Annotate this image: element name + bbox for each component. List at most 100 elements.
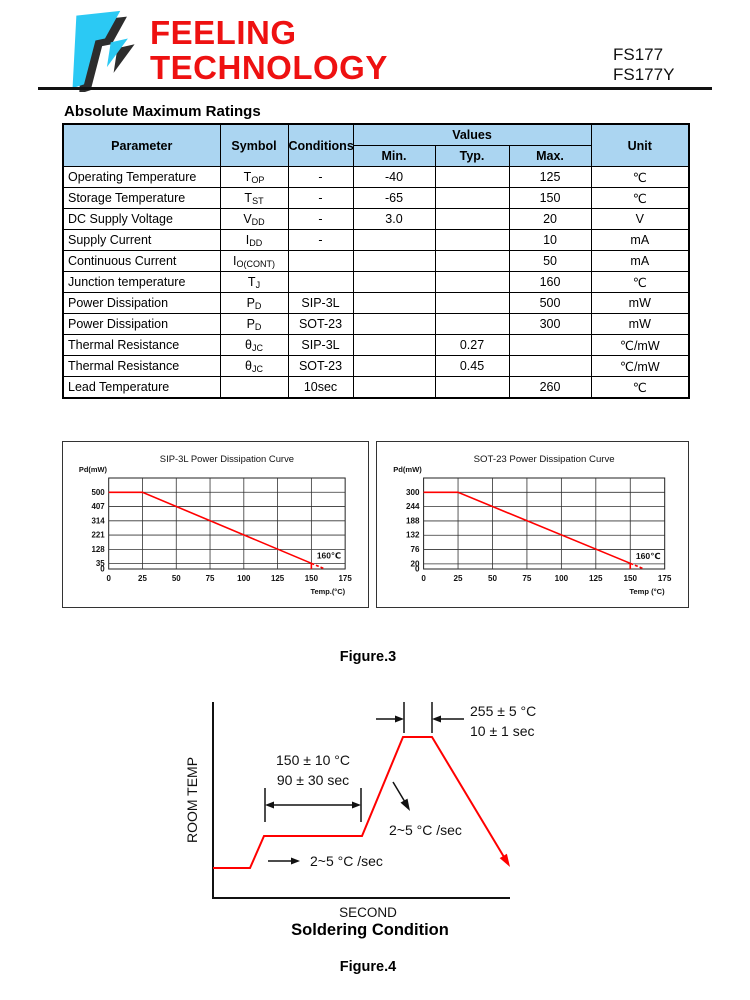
cell-typ [434,250,510,272]
table-row: Thermal Resistance θJC SIP-3L 0.27 ℃/mW [62,334,690,356]
cell-unit: ℃ [590,166,690,188]
cell-unit: ℃ [590,376,690,399]
cell-max [508,334,592,356]
cell-parameter: Operating Temperature [62,166,221,188]
table-row: Power Dissipation PD SOT-23 300 mW [62,313,690,335]
ramp-rate-upper-label: 2~5 °C /sec [389,822,462,838]
derating-line [423,491,631,565]
table-row: Continuous Current IO(CONT) 50 mA [62,250,690,272]
cell-conditions: - [287,187,354,209]
table-row: Supply Current IDD - 10 mA [62,229,690,251]
cell-symbol: TOP [219,166,289,188]
cell-symbol: VDD [219,208,289,230]
cell-typ [434,166,510,188]
y-tick-label: 128 [91,545,105,554]
cell-symbol: TJ [219,271,289,293]
cell-max: 300 [508,313,592,335]
reflow-profile-line [213,736,505,869]
cell-max: 160 [508,271,592,293]
table-row: Thermal Resistance θJC SOT-23 0.45 ℃/mW [62,355,690,377]
cell-symbol: IO(CONT) [219,250,289,272]
cell-unit: mA [590,229,690,251]
cell-typ [434,229,510,251]
table-row: DC Supply Voltage VDD -3.0 20 V [62,208,690,230]
x-tick-label: 25 [138,574,147,583]
cell-conditions [287,271,354,293]
cell-max: 260 [508,376,592,399]
cell-typ [434,271,510,293]
ramp-rate-lower-label: 2~5 °C /sec [310,853,383,869]
figure3-caption: Figure.3 [339,649,397,665]
y-tick-label: 188 [406,516,420,525]
cell-min [352,229,436,251]
cell-parameter: Junction temperature [62,271,221,293]
profile-end-arrowhead-icon [499,853,510,867]
sot23-dissipation-chart: 300 244 188 132 76 20 0 0 25 50 75 100 125 150 175 SOT-… [376,441,689,608]
y-tick-label: 0 [100,564,105,573]
ratings-table-body: Operating Temperature TOP - -40 125 ℃ Storage … [62,166,690,399]
chart-title: SIP-3L Power Dissipation Curve [160,454,294,465]
ramp-pointer-line [392,781,406,803]
plateau-time-label: 90 ± 30 sec [277,772,349,788]
cell-min [352,313,436,335]
x-tick-label: 100 [237,574,251,583]
cell-max: 50 [508,250,592,272]
y-tick-label: 20 [411,559,421,568]
x-tick-label: 125 [589,574,603,583]
y-tick-label: 35 [96,559,105,568]
x-tick-label: 100 [555,574,569,583]
cell-unit: ℃ [590,271,690,293]
y-tick-label: 221 [91,531,105,540]
cell-unit: ℃ [590,187,690,209]
cell-typ [434,187,510,209]
cell-conditions: - [287,208,354,230]
cell-parameter: Power Dissipation [62,292,221,314]
plot-border [423,477,666,570]
x-tick-label: 150 [305,574,319,583]
x-tick-label: 50 [488,574,498,583]
cell-conditions: - [287,229,354,251]
part-number-1: FS177 [613,45,664,64]
cell-parameter: Lead Temperature [62,376,221,399]
x-axis-label: Temp (°C) [629,587,665,596]
cell-parameter: Thermal Resistance [62,355,221,377]
cell-symbol: PD [219,313,289,335]
y-tick-label: 314 [91,516,105,525]
x-tick-label: 75 [206,574,215,583]
cell-min [352,376,436,399]
cell-typ: 0.27 [434,334,510,356]
table-row: Storage Temperature TST - -65 150 ℃ [62,187,690,209]
max-temp-annotation: 160℃ [317,551,341,561]
cell-conditions: - [287,166,354,188]
y-tick-label: 76 [411,545,421,554]
cell-max: 150 [508,187,592,209]
section-title: Absolute Maximum Ratings [64,103,261,120]
second-axis-label: SECOND [339,905,397,920]
y-tick-label: 500 [91,488,105,497]
part-number-2: FS177Y [613,65,675,84]
cell-min [352,334,436,356]
y-tick-label: 300 [406,488,420,497]
peak-right-arrowhead-icon [432,715,441,723]
table-row: Lead Temperature 10sec 260 ℃ [62,376,690,399]
cell-conditions: SOT-23 [287,313,354,335]
plateau-temp-label: 150 ± 10 °C [276,752,350,768]
absolute-maximum-ratings-table: Parameter Symbol Conditions Values Unit … [62,123,691,399]
col-header-parameter: Parameter [62,123,221,167]
cell-symbol [219,376,289,399]
header-divider [38,87,712,90]
part-numbers: FS177 FS177Y [613,45,674,85]
table-row: Power Dissipation PD SIP-3L 500 mW [62,292,690,314]
y-axis-label: Pd(mW) [79,465,108,474]
cell-symbol: TST [219,187,289,209]
cell-conditions: SIP-3L [287,334,354,356]
cell-min [352,292,436,314]
cell-parameter: Power Dissipation [62,313,221,335]
cell-symbol: PD [219,292,289,314]
cell-max: 125 [508,166,592,188]
cell-conditions: SIP-3L [287,292,354,314]
max-temp-annotation: 160℃ [636,551,661,561]
table-header: Parameter Symbol Conditions Values Unit … [62,123,690,167]
